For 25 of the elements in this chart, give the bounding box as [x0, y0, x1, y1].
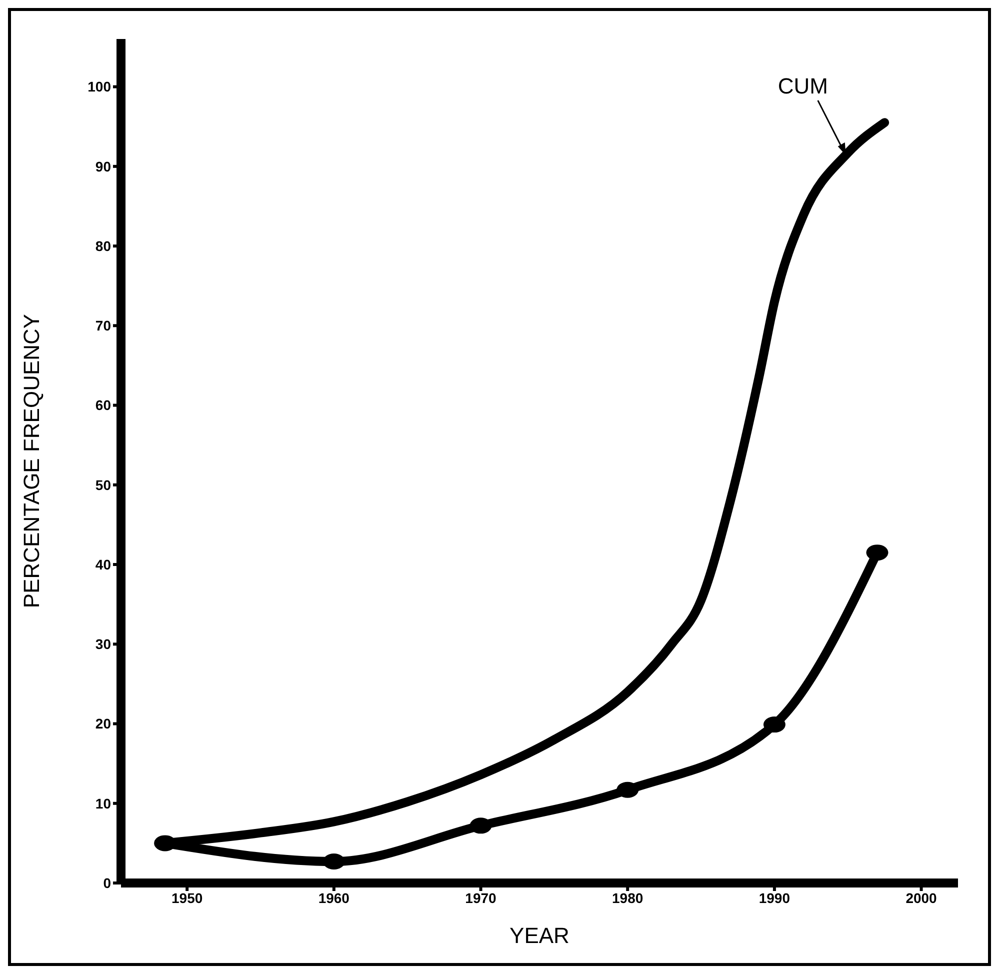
y-tick-label: 90	[95, 158, 112, 174]
y-tick-label: 70	[95, 318, 112, 334]
y-tick-label: 0	[103, 874, 112, 891]
x-tick-label: 1960	[318, 890, 350, 906]
y-tick-label: 80	[95, 238, 112, 254]
y-tick-label: 20	[95, 716, 112, 732]
annotation: CUM	[778, 73, 828, 98]
y-tick-label: 10	[95, 795, 112, 812]
y-tick-label: 100	[88, 78, 112, 95]
point	[322, 854, 345, 870]
y-tick-label: 40	[95, 556, 112, 572]
x-tick-label: 1970	[465, 890, 497, 906]
y-tick-label: 60	[95, 397, 112, 414]
y-axis-title: PERCENTAGE FREQUENCY	[18, 314, 44, 608]
x-tick-label: 2000	[906, 890, 938, 906]
y-tick-label: 30	[95, 636, 112, 652]
point	[616, 782, 639, 798]
x-tick-label: 1990	[758, 890, 790, 906]
point	[763, 716, 786, 733]
x-axis-title: YEAR	[510, 923, 570, 948]
point	[866, 544, 888, 561]
point	[470, 818, 492, 834]
y-tick-label: 50	[95, 476, 112, 493]
x-tick-label: 1980	[612, 890, 644, 906]
x-tick-label: 1950	[172, 890, 203, 906]
